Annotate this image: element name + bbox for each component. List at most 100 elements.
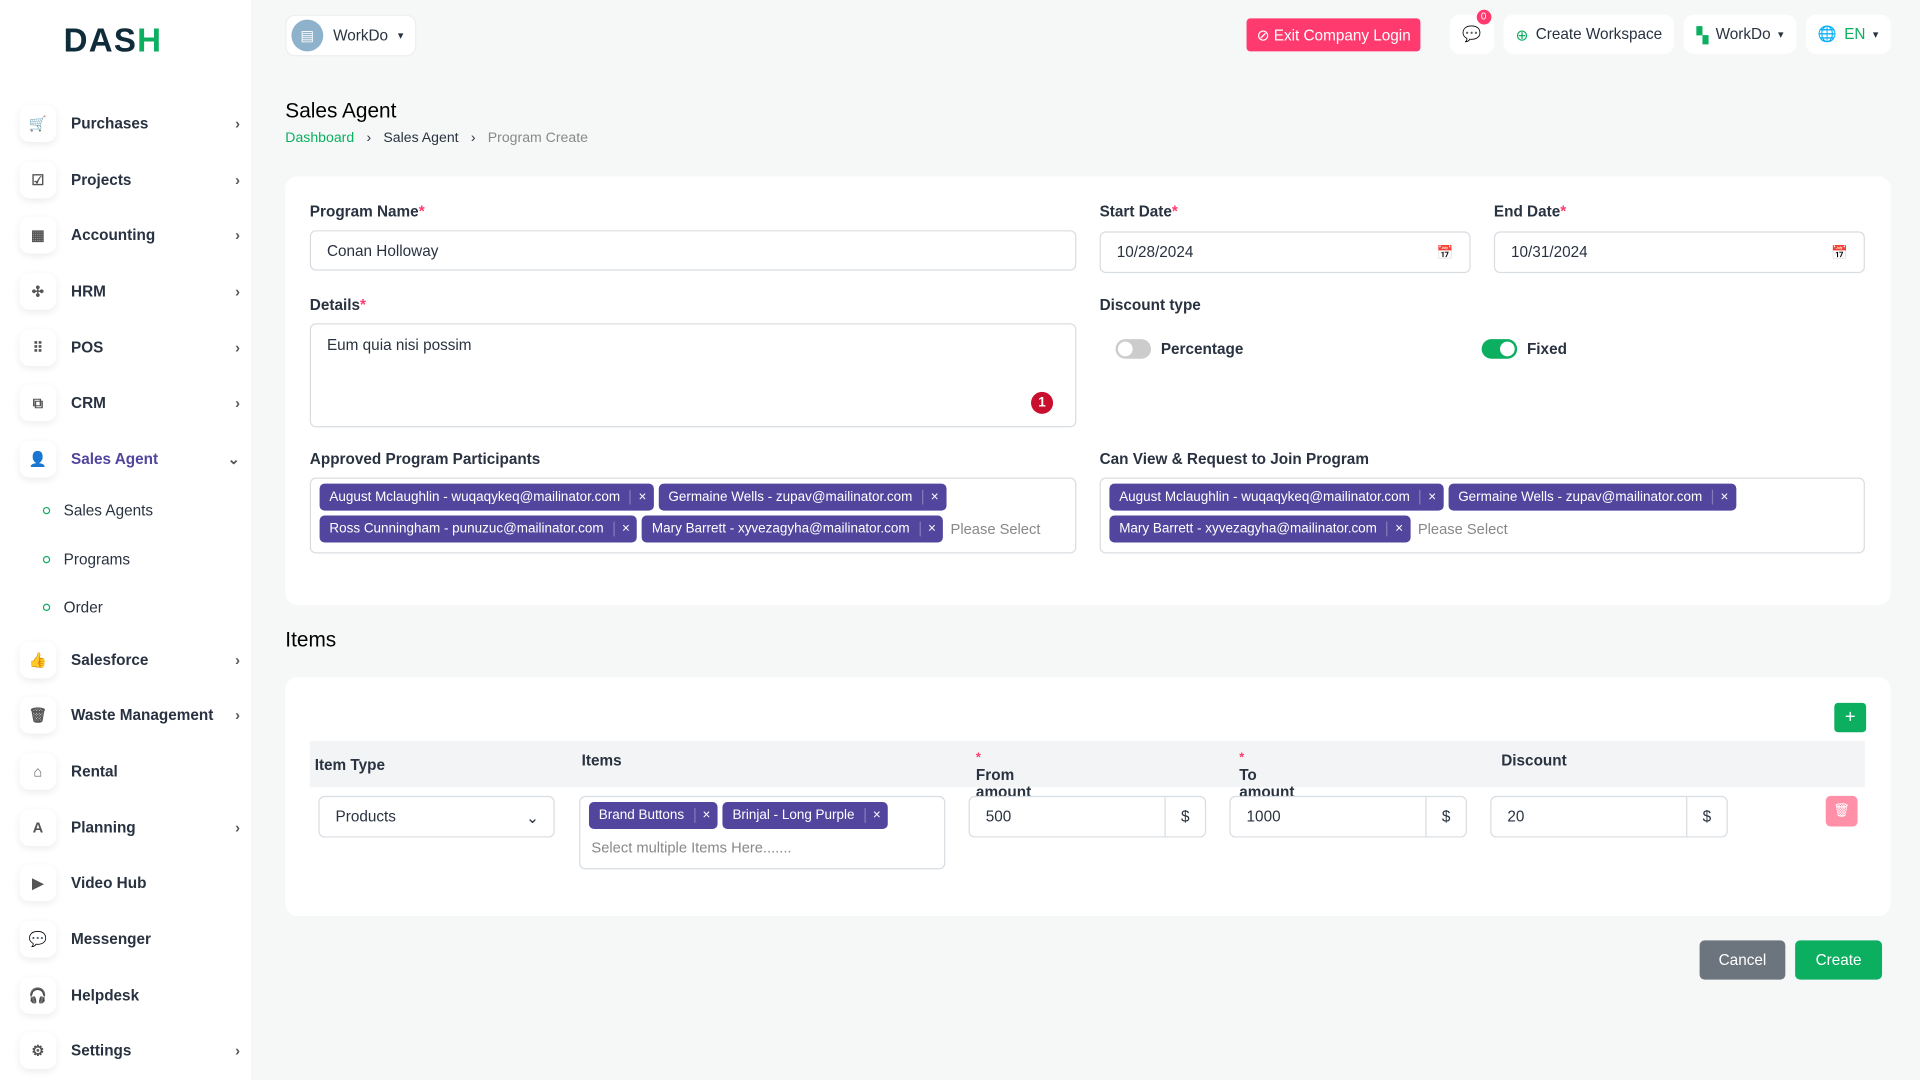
approved-participants-select[interactable]: August Mclaughlin - wuqaqykeq@mailinator… [309,477,1077,554]
remove-icon[interactable]: × [864,808,888,823]
remove-icon[interactable]: × [919,521,943,537]
grammar-check-badge[interactable]: 1 [1031,391,1054,414]
details-textarea[interactable]: Eum quia nisi possim 1 [309,323,1077,428]
start-date-input[interactable]: 10/28/2024 📅 [1099,231,1471,274]
sidebar-item-helpdesk[interactable]: 🎧 Helpdesk [19,967,240,1023]
plus-circle-icon: ⊕ [1515,26,1529,44]
add-item-button[interactable]: + [1834,702,1867,733]
remove-icon[interactable]: × [922,489,946,505]
headset-icon: 🎧 [19,976,57,1014]
chevron-down-icon: ⌄ [525,809,539,827]
chat-icon: 💬 [19,920,57,958]
create-workspace-button[interactable]: ⊕ Create Workspace [1503,14,1675,54]
selected-chip: Brand Buttons × [588,802,718,829]
sidebar-subitem-programs[interactable]: Programs [20,535,240,583]
checkbox-icon: ☑ [19,161,57,198]
selected-chip: Mary Barrett - xyvezagyha@mailinator.com… [642,515,944,543]
sidebar-item-accounting[interactable]: ▦ Accounting › [19,207,240,263]
sidebar-item-sales-agent[interactable]: 👤 Sales Agent ⌄ [19,431,240,487]
sidebar-item-crm[interactable]: ⧉ CRM › [19,375,240,431]
messages-button[interactable]: 💬 0 [1449,9,1494,54]
remove-icon[interactable]: × [613,521,637,537]
sidebar-subitem-order[interactable]: Order [20,583,240,631]
chevron-right-icon: › [235,170,241,188]
sidebar-item-salesforce[interactable]: 👍 Salesforce › [19,631,241,687]
cancel-button[interactable]: Cancel [1699,940,1786,980]
message-count-badge: 0 [1476,9,1492,25]
chevron-right-icon: › [235,338,241,356]
sidebar-item-planning[interactable]: A Planning › [19,799,241,855]
calendar-icon[interactable]: 📅 [1436,245,1454,261]
bullet-icon [42,555,51,563]
chevron-down-icon: ▾ [1872,27,1879,40]
chevron-right-icon: › [235,1042,241,1060]
grid-icon: ▦ [19,217,57,254]
chevron-right-icon: › [235,706,241,724]
remove-icon[interactable]: × [1386,521,1411,537]
to-amount-input[interactable]: 1000 $ [1229,795,1467,838]
sidebar-item-projects[interactable]: ☑ Projects › [19,151,241,207]
remove-icon[interactable]: × [1711,489,1736,505]
chevron-right-icon: › [235,650,241,669]
chevron-right-icon: › [235,818,241,836]
sidebar-item-settings[interactable]: ⚙ Settings › [19,1023,241,1079]
breadcrumb-current: Program Create [487,131,588,146]
sidebar-item-hrm[interactable]: ✣ HRM › [19,263,240,319]
chevron-down-icon: ▾ [397,28,404,42]
view-request-select[interactable]: August Mclaughlin - wuqaqykeq@mailinator… [1099,477,1865,554]
user-check-icon: 👤 [19,440,57,478]
dots-grid-icon: ⠿ [19,328,57,366]
item-type-select[interactable]: Products ⌄ [318,795,555,838]
delete-row-button[interactable]: 🗑 [1825,795,1858,827]
items-multiselect[interactable]: Brand Buttons × Brinjal - Long Purple × Sele… [579,795,946,870]
ban-icon: ⊘ [1256,26,1274,44]
logo[interactable]: DASH [63,22,163,59]
sidebar-subitem-sales-agents[interactable]: Sales Agents [20,487,240,535]
sidebar-nav: 🛒 Purchases › ☑ Projects › ▦ Accounting › ✣ HRM › ⠿ P… [19,96,241,1080]
calendar-icon[interactable]: 📅 [1830,245,1848,261]
create-button[interactable]: Create [1795,940,1883,980]
selected-chip: Ross Cunningham - punuzuc@mailinator.com… [319,515,638,543]
from-amount-input[interactable]: 500 $ [968,795,1207,838]
breadcrumb-dashboard[interactable]: Dashboard [285,131,355,146]
items-title: Items [285,628,337,652]
program-form-card: Program Name* Conan Holloway Start Date*… [285,176,1891,605]
items-table-header: Item Type Items From amount * To amount … [309,740,1865,801]
gear-icon: ⚙ [19,1032,57,1070]
thumbs-up-icon: 👍 [19,641,57,678]
copy-icon: ⧉ [19,384,57,422]
workspace-switcher[interactable]: ▤ WorkDo ▾ [285,14,417,57]
remove-icon[interactable]: × [693,808,718,823]
selected-chip: August Mclaughlin - wuqaqykeq@mailinator… [319,483,654,511]
program-name-input[interactable]: Conan Holloway [309,230,1077,271]
select-placeholder[interactable]: Please Select [1417,520,1508,538]
breadcrumb: Dashboard › Sales Agent › Program Create [285,131,588,146]
fixed-toggle[interactable]: Fixed [1481,339,1567,359]
building-icon: ▤ [291,19,324,52]
select-placeholder[interactable]: Please Select [950,520,1041,538]
language-menu[interactable]: 🌐 EN ▾ [1805,14,1891,54]
percentage-toggle[interactable]: Percentage [1115,339,1243,359]
selected-chip: Mary Barrett - xyvezagyha@mailinator.com… [1109,515,1411,543]
breadcrumb-sales-agent[interactable]: Sales Agent [383,131,459,146]
end-date-input[interactable]: 10/31/2024 📅 [1493,231,1865,274]
video-icon: ▶ [19,864,57,902]
sidebar-item-waste-management[interactable]: 🗑 Waste Management › [19,687,241,743]
select-placeholder[interactable]: Select multiple Items Here....... [591,838,792,856]
chevron-right-icon: › [235,114,241,133]
sidebar-item-pos[interactable]: ⠿ POS › [19,319,241,375]
selected-chip: Germaine Wells - zupav@mailinator.com × [1448,483,1736,511]
sidebar-item-video-hub[interactable]: ▶ Video Hub [19,855,240,911]
remove-icon[interactable]: × [1419,489,1444,505]
selected-chip: August Mclaughlin - wuqaqykeq@mailinator… [1109,483,1444,511]
bullet-icon [42,603,51,612]
workdo-menu[interactable]: ▚ WorkDo ▾ [1684,14,1796,54]
discount-input[interactable]: 20 $ [1490,795,1728,838]
exit-company-login-button[interactable]: ⊘ Exit Company Login [1246,17,1421,51]
remove-icon[interactable]: × [629,489,654,505]
sidebar-item-purchases[interactable]: 🛒 Purchases › [19,96,241,152]
apps-icon: ▚ [1696,26,1709,44]
bullet-icon [42,507,51,515]
sidebar-item-messenger[interactable]: 💬 Messenger [19,911,240,967]
sidebar-item-rental[interactable]: ⌂ Rental [19,743,240,799]
